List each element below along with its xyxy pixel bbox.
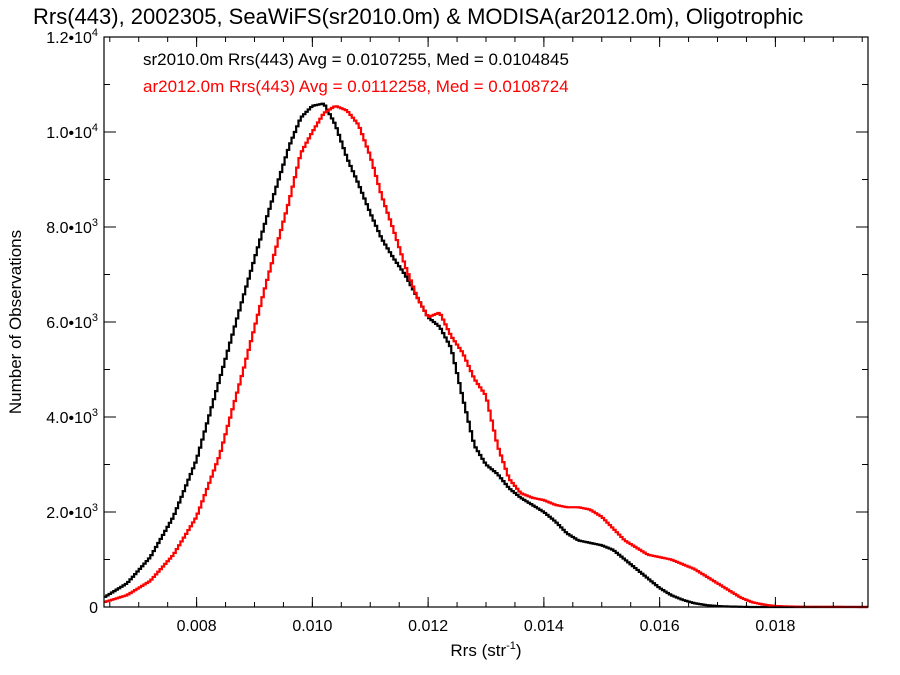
y-tick-label: 6.0•103	[46, 312, 98, 332]
legend-entry-sr2010: sr2010.0m Rrs(443) Avg = 0.0107255, Med …	[143, 50, 569, 69]
y-tick-mantissa: 1.0•10	[46, 125, 92, 142]
y-tick-mantissa: 4.0•10	[46, 410, 92, 427]
y-axis-label: Number of Observations	[6, 230, 25, 414]
legend-entry-ar2012: ar2012.0m Rrs(443) Avg = 0.0112258, Med …	[143, 77, 569, 96]
x-axis-label-close: )	[516, 641, 522, 660]
histogram-series-line	[104, 102, 868, 609]
x-axis-label-exponent: -1	[506, 640, 516, 652]
y-tick-mantissa: 8.0•10	[46, 220, 92, 237]
y-tick-exponent: 3	[92, 502, 98, 514]
y-tick-label: 2.0•103	[46, 502, 98, 522]
histogram-series-line	[104, 105, 868, 609]
y-tick-mantissa: 0	[89, 600, 98, 617]
x-axis-label: Rrs (str-1)	[450, 640, 521, 660]
x-tick-label: 0.016	[640, 618, 680, 635]
y-tick-exponent: 4	[92, 122, 98, 134]
x-tick-label: 0.012	[408, 618, 448, 635]
y-tick-mantissa: 2.0•10	[46, 505, 92, 522]
y-tick-label: 4.0•103	[46, 407, 98, 427]
y-tick-label: 1.2•104	[46, 27, 98, 47]
x-tick-label: 0.014	[524, 618, 564, 635]
y-tick-label: 0	[89, 600, 98, 617]
plot-frame	[103, 36, 869, 608]
series-layer	[104, 102, 868, 609]
tick-layer: 0.008 0.010 0.012 0.014 0.016 0.01802.0•1034.…	[46, 27, 868, 635]
y-tick-exponent: 3	[92, 407, 98, 419]
y-tick-exponent: 4	[92, 27, 98, 39]
y-tick-exponent: 3	[92, 217, 98, 229]
y-tick-label: 8.0•103	[46, 217, 98, 237]
y-tick-label: 1.0•104	[46, 122, 98, 142]
y-tick-mantissa: 6.0•10	[46, 315, 92, 332]
y-tick-mantissa: 1.2•10	[46, 30, 92, 47]
y-tick-exponent: 3	[92, 312, 98, 324]
x-axis-label-text: Rrs (str	[450, 641, 506, 660]
x-tick-label: 0.010	[292, 618, 332, 635]
x-tick-label: 0.008	[177, 618, 217, 635]
chart-title: Rrs(443), 2002305, SeaWiFS(sr2010.0m) & …	[33, 4, 803, 29]
x-tick-label: 0.018	[755, 618, 795, 635]
